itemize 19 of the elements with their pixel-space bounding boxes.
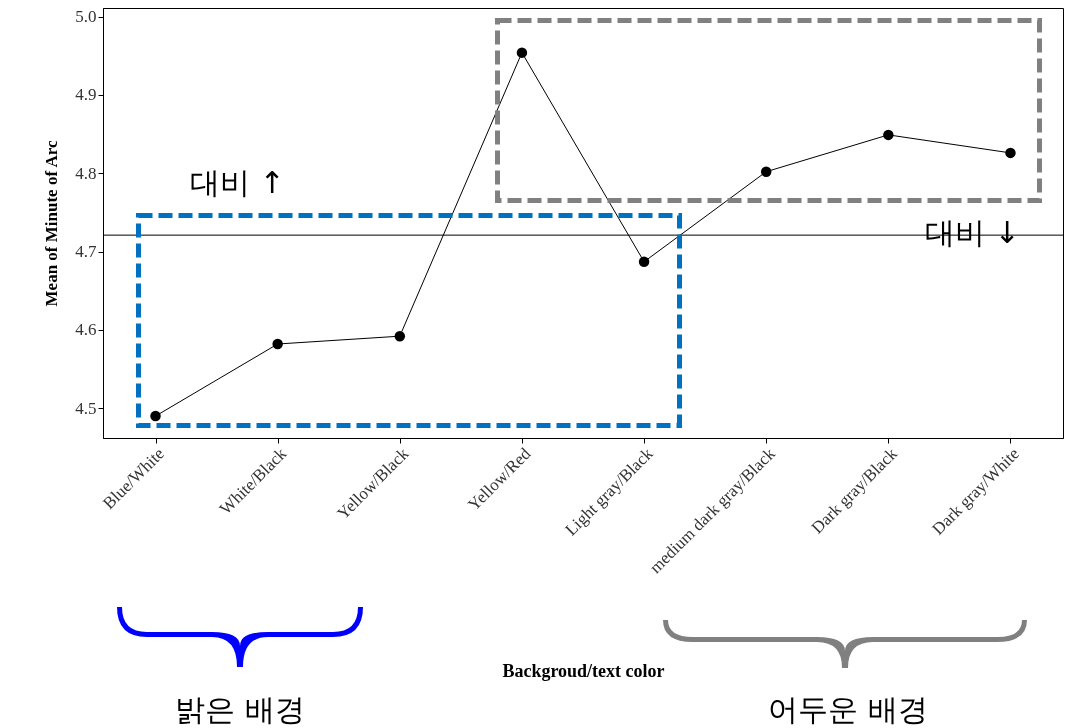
point — [883, 129, 894, 141]
annotation: 대비 ↑ — [190, 165, 285, 200]
y-tick-label: 5.0 — [75, 7, 97, 27]
point — [394, 330, 406, 342]
y-axis-title: Mean of Minute of Arc — [42, 140, 62, 307]
point — [638, 256, 650, 267]
point — [1005, 147, 1016, 159]
y-tick-label: 4.6 — [75, 320, 97, 340]
y-tick-label: 4.7 — [75, 242, 97, 262]
point — [272, 338, 283, 350]
y-tick-label: 4.5 — [75, 398, 97, 418]
x-axis-title: Backgroud/text color — [502, 660, 665, 681]
text: 어두운 배경 — [768, 692, 928, 727]
y-tick-label: 4.9 — [75, 85, 97, 105]
text: 밝은 배경 — [175, 692, 305, 727]
point — [150, 410, 161, 422]
point — [516, 47, 528, 58]
point — [760, 166, 772, 177]
y-tick-label: 4.8 — [75, 163, 97, 183]
